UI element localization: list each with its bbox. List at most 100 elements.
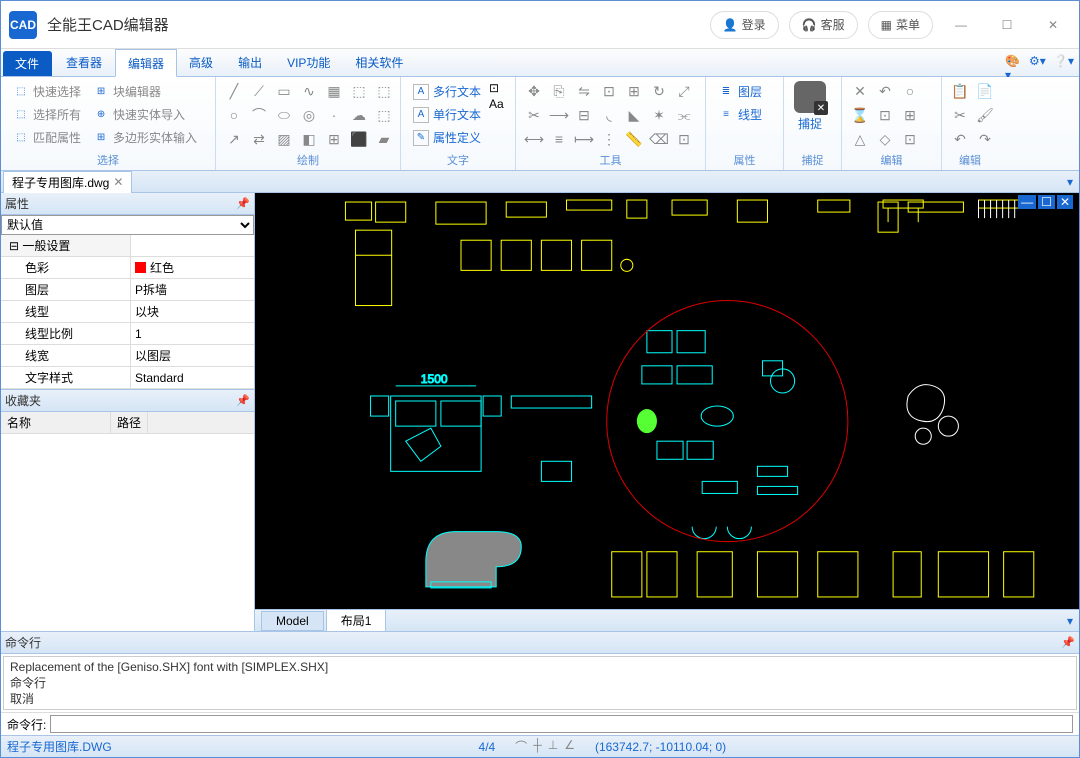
minimize-button[interactable]: —: [943, 11, 979, 39]
select-all-button[interactable]: ⬚选择所有: [9, 104, 85, 125]
table-icon[interactable]: ⊞: [324, 129, 344, 149]
prop-row[interactable]: 文字样式Standard: [1, 367, 254, 389]
ellipse-icon[interactable]: ⬭: [274, 105, 294, 125]
brush-icon[interactable]: 🖌: [975, 105, 995, 125]
snap-button[interactable]: 捕捉: [792, 81, 828, 150]
arc-icon[interactable]: ⌒: [249, 105, 269, 125]
spline-icon[interactable]: ∿: [299, 81, 319, 101]
poly-solid-button[interactable]: ⊞多边形实体输入: [89, 127, 201, 148]
break-icon[interactable]: ⊟: [574, 105, 594, 125]
menu-viewer[interactable]: 查看器: [54, 49, 115, 76]
diamond-icon[interactable]: ◇: [875, 129, 895, 149]
stretch-icon[interactable]: ⟷: [524, 129, 544, 149]
divide-icon[interactable]: ⋮: [599, 129, 619, 149]
chamfer-icon[interactable]: ◣: [624, 105, 644, 125]
prop-row[interactable]: 色彩红色: [1, 257, 254, 279]
close-button[interactable]: ✕: [1035, 11, 1071, 39]
solid-icon[interactable]: ▰: [374, 129, 394, 149]
lengthen-icon[interactable]: ⟼: [574, 129, 594, 149]
fill-icon[interactable]: ▨: [274, 129, 294, 149]
menu-file[interactable]: 文件: [3, 51, 52, 76]
ortho-toggle-icon[interactable]: ⊥: [548, 738, 558, 755]
measure-icon[interactable]: 📏: [624, 129, 644, 149]
polar-toggle-icon[interactable]: ∠: [564, 738, 575, 755]
undo2-icon[interactable]: ↶: [950, 129, 970, 149]
pin-icon[interactable]: 📌: [236, 394, 250, 407]
quick-select-button[interactable]: ⬚快速选择: [9, 81, 85, 102]
copy2-icon[interactable]: ⊡: [875, 105, 895, 125]
vp-close-icon[interactable]: ✕: [1057, 195, 1073, 209]
layout1-tab[interactable]: 布局1: [326, 609, 387, 632]
properties-mode-select[interactable]: 默认值: [1, 215, 254, 235]
attdef-button[interactable]: ✎属性定义: [409, 127, 485, 148]
prop-row[interactable]: 线宽以图层: [1, 345, 254, 367]
ray-icon[interactable]: ↗: [224, 129, 244, 149]
pin-icon[interactable]: 📌: [1061, 636, 1075, 649]
command-input[interactable]: [50, 715, 1073, 733]
vp-max-icon[interactable]: ☐: [1038, 195, 1055, 209]
login-button[interactable]: 👤登录: [710, 11, 779, 39]
rect-icon[interactable]: ▭: [274, 81, 294, 101]
polyline-icon[interactable]: ⟋: [249, 81, 269, 101]
pin-icon[interactable]: 📌: [236, 197, 250, 210]
scale-icon[interactable]: ⤢: [674, 81, 694, 101]
array-icon[interactable]: ⊞: [624, 81, 644, 101]
boundary-icon[interactable]: ⬚: [374, 81, 394, 101]
cut-icon[interactable]: ⌛: [850, 105, 870, 125]
mtext-button[interactable]: A多行文本: [409, 81, 485, 102]
misc-icon[interactable]: ⊡: [900, 129, 920, 149]
match-prop-button[interactable]: ⬚匹配属性: [9, 127, 85, 148]
prop-row[interactable]: 图层P拆墙: [1, 279, 254, 301]
help-icon[interactable]: ❔▾: [1053, 54, 1071, 72]
region-icon[interactable]: ⬚: [349, 81, 369, 101]
settings-dropdown-icon[interactable]: ⚙▾: [1029, 54, 1047, 72]
block-editor-button[interactable]: ⊞块编辑器: [89, 81, 201, 102]
redo2-icon[interactable]: ↷: [975, 129, 995, 149]
erase-icon[interactable]: ⌫: [649, 129, 669, 149]
redo-icon[interactable]: ○: [900, 81, 920, 101]
scissors-icon[interactable]: ✂: [950, 105, 970, 125]
prop-group[interactable]: ⊟ 一般设置: [1, 235, 131, 256]
support-button[interactable]: 🎧客服: [789, 11, 858, 39]
rotate-icon[interactable]: ↻: [649, 81, 669, 101]
cloud-icon[interactable]: ☁: [349, 105, 369, 125]
undo-icon[interactable]: ↶: [875, 81, 895, 101]
prop-row[interactable]: 线型比例1: [1, 323, 254, 345]
menu-advanced[interactable]: 高级: [177, 49, 226, 76]
menu-button[interactable]: ▦菜单: [868, 11, 933, 39]
drawing-canvas[interactable]: —☐✕: [255, 193, 1079, 609]
stext-button[interactable]: A单行文本: [409, 104, 485, 125]
cancel-icon[interactable]: ✕: [850, 81, 870, 101]
layout-dropdown-icon[interactable]: ▾: [1067, 614, 1079, 628]
gradient-icon[interactable]: ◧: [299, 129, 319, 149]
text-style-icon[interactable]: Aa: [489, 97, 504, 111]
menu-editor[interactable]: 编辑器: [115, 49, 177, 77]
text-extra-icon[interactable]: ⊡: [489, 81, 504, 95]
mirror-icon[interactable]: ⇋: [574, 81, 594, 101]
point-icon[interactable]: ·: [324, 105, 344, 125]
donut-icon[interactable]: ◎: [299, 105, 319, 125]
maximize-button[interactable]: ☐: [989, 11, 1025, 39]
close-tab-icon[interactable]: ✕: [113, 175, 123, 189]
menu-related[interactable]: 相关软件: [343, 49, 416, 76]
model-tab[interactable]: Model: [261, 611, 324, 631]
clipboard-paste-icon[interactable]: 📄: [975, 81, 995, 101]
xline-icon[interactable]: ⇄: [249, 129, 269, 149]
grid-toggle-icon[interactable]: ┼: [533, 738, 542, 755]
move-icon[interactable]: ✥: [524, 81, 544, 101]
trim-icon[interactable]: ✂: [524, 105, 544, 125]
palette-icon[interactable]: 🎨▾: [1005, 54, 1023, 72]
copy-icon[interactable]: ⎘: [549, 81, 569, 101]
snap-toggle-icon[interactable]: ⌒: [515, 738, 527, 755]
circle-icon[interactable]: ○: [224, 105, 244, 125]
align-icon[interactable]: ≡: [549, 129, 569, 149]
menu-output[interactable]: 输出: [226, 49, 275, 76]
entity-import-button[interactable]: ⊕快速实体导入: [89, 104, 201, 125]
prop-row[interactable]: 线型以块: [1, 301, 254, 323]
document-tab[interactable]: 程子专用图库.dwg✕: [3, 171, 132, 193]
join-icon[interactable]: ⫘: [674, 105, 694, 125]
fillet-icon[interactable]: ◟: [599, 105, 619, 125]
line-icon[interactable]: ╱: [224, 81, 244, 101]
explode-icon[interactable]: ✶: [649, 105, 669, 125]
offset-icon[interactable]: ⊡: [599, 81, 619, 101]
